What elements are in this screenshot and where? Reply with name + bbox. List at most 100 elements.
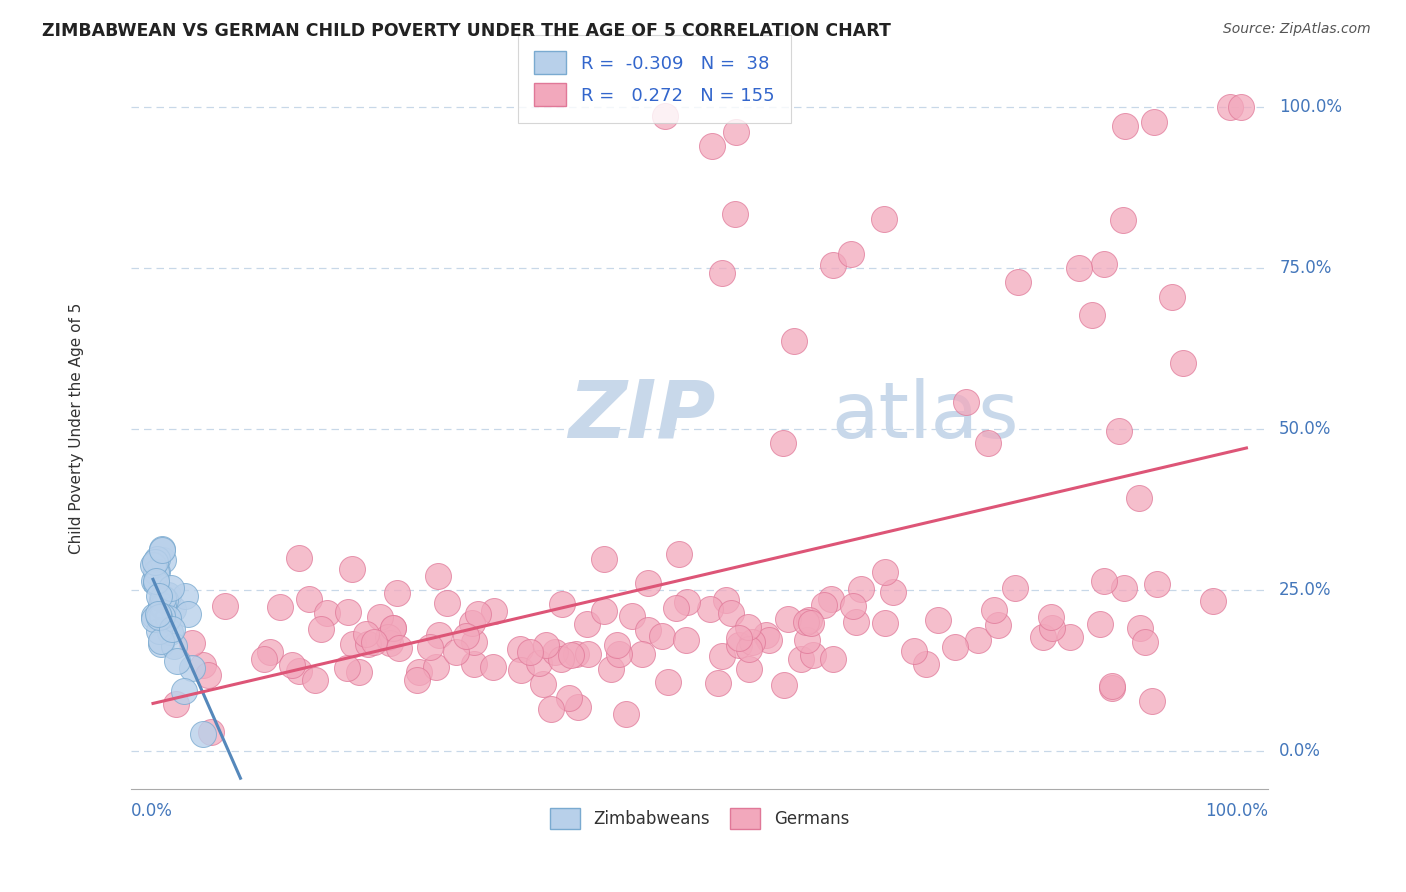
Point: [576, 616, 599, 631]
Point: [382, 621, 405, 635]
Point: [288, 665, 311, 679]
Point: [600, 662, 623, 676]
Point: [425, 660, 447, 674]
Point: [1040, 610, 1063, 624]
Point: [259, 645, 281, 659]
Text: Child Poverty Under the Age of 5: Child Poverty Under the Age of 5: [69, 303, 84, 554]
Point: [336, 605, 359, 619]
Point: [152, 599, 174, 613]
Point: [873, 616, 896, 631]
Point: [1101, 679, 1123, 693]
Point: [269, 599, 291, 614]
Point: [1161, 290, 1184, 304]
Point: [1032, 630, 1054, 644]
Point: [1092, 257, 1115, 271]
Point: [288, 551, 311, 566]
Point: [1143, 114, 1166, 128]
Point: [152, 591, 174, 606]
Point: [150, 592, 173, 607]
Point: [181, 661, 204, 675]
Point: [408, 665, 430, 680]
Point: [180, 636, 202, 650]
Point: [755, 628, 778, 642]
Point: [357, 637, 380, 651]
Point: [510, 663, 533, 677]
Point: [146, 607, 169, 621]
Point: [142, 558, 165, 572]
Point: [849, 582, 872, 597]
Point: [529, 656, 551, 670]
Point: [159, 625, 181, 640]
Point: [882, 585, 904, 599]
Point: [1108, 424, 1130, 438]
Point: [1092, 574, 1115, 589]
Point: [1114, 119, 1136, 133]
Point: [967, 633, 990, 648]
Point: [839, 247, 862, 261]
Point: [1140, 694, 1163, 708]
Point: [724, 207, 747, 221]
Point: [675, 632, 697, 647]
Point: [637, 623, 659, 637]
Point: [354, 626, 377, 640]
Point: [803, 648, 825, 662]
Point: [427, 628, 450, 642]
Point: [163, 640, 186, 654]
Point: [467, 607, 489, 621]
Point: [150, 543, 173, 558]
Point: [336, 661, 359, 675]
Point: [160, 622, 183, 636]
Text: 0.0%: 0.0%: [1279, 741, 1322, 760]
Point: [620, 608, 643, 623]
Point: [1135, 634, 1157, 648]
Point: [1114, 581, 1136, 595]
Point: [191, 658, 214, 673]
Point: [309, 622, 332, 636]
Point: [150, 634, 173, 648]
Point: [716, 593, 738, 607]
Point: [710, 649, 733, 664]
Text: 50.0%: 50.0%: [1279, 419, 1331, 438]
Point: [790, 652, 813, 666]
Point: [614, 706, 637, 721]
Point: [637, 575, 659, 590]
Point: [1007, 275, 1029, 289]
Point: [927, 613, 949, 627]
Point: [710, 266, 733, 280]
Point: [707, 675, 730, 690]
Text: 100.0%: 100.0%: [1279, 97, 1343, 116]
Point: [177, 607, 200, 621]
Point: [1230, 100, 1253, 114]
Point: [143, 555, 166, 569]
Point: [444, 645, 467, 659]
Point: [821, 652, 844, 666]
Point: [654, 108, 676, 122]
Point: [873, 565, 896, 579]
Point: [197, 668, 219, 682]
Point: [252, 652, 274, 666]
Point: [741, 634, 763, 648]
Point: [377, 630, 399, 644]
Point: [531, 677, 554, 691]
Point: [727, 638, 749, 652]
Point: [160, 581, 183, 595]
Point: [385, 586, 408, 600]
Point: [388, 640, 411, 655]
Point: [631, 647, 654, 661]
Point: [342, 562, 364, 576]
Point: [142, 612, 165, 626]
Point: [298, 591, 321, 606]
Point: [845, 615, 868, 630]
Point: [813, 599, 835, 613]
Point: [783, 334, 806, 348]
Point: [509, 641, 531, 656]
Point: [145, 575, 167, 590]
Text: 100.0%: 100.0%: [1205, 802, 1268, 820]
Point: [191, 727, 214, 741]
Point: [145, 574, 167, 588]
Point: [607, 647, 630, 661]
Point: [363, 634, 385, 648]
Point: [156, 611, 179, 625]
Point: [558, 691, 581, 706]
Point: [758, 633, 780, 648]
